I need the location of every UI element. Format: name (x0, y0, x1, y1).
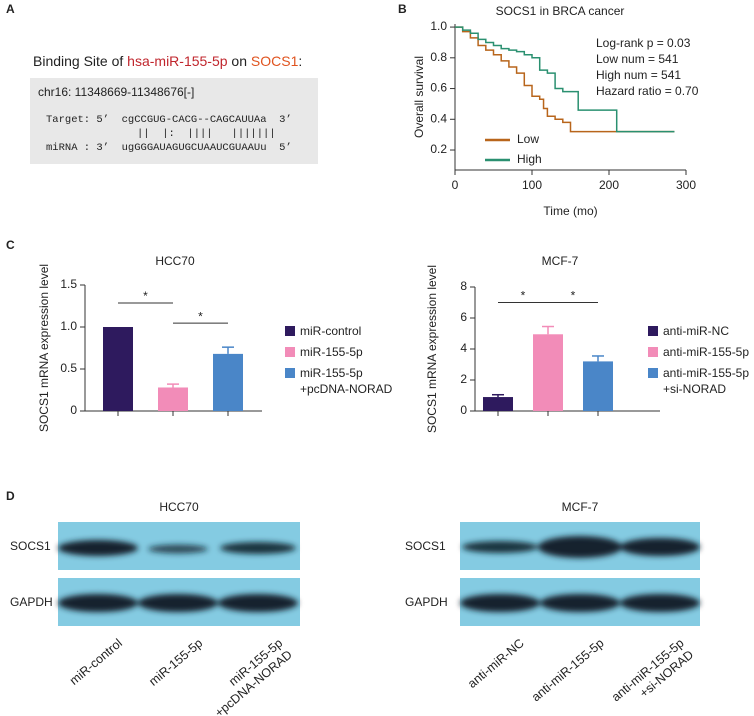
annotation: High num = 541 (596, 68, 681, 82)
legend-swatch (648, 368, 658, 378)
binding-box (30, 78, 318, 164)
binding-title: Binding Site of hsa-miR-155-5p on SOCS1: (33, 53, 302, 69)
y-tick-label: 1.0 (60, 319, 77, 333)
target-seq: Target: 5’ cgCCGUG-CACG--CAGCAUUAa 3’ (46, 114, 292, 126)
y-tick-label: 0 (460, 403, 467, 417)
x-tick-label: 100 (522, 178, 542, 192)
band (460, 594, 540, 612)
x-tick-label: 0 (452, 178, 459, 192)
y-tick-label: 1.0 (430, 19, 447, 33)
legend-swatch (285, 347, 295, 357)
y-tick-label: 8 (460, 279, 467, 293)
x-axis-label: Time (mo) (543, 204, 597, 218)
band (540, 594, 620, 612)
blot-right (460, 522, 700, 626)
pairing: || |: |||| ||||||| (137, 128, 276, 140)
chart-title: SOCS1 in BRCA cancer (496, 4, 625, 18)
y-axis-label: Overall survival (412, 56, 426, 138)
y-tick-label: 0.5 (60, 361, 77, 375)
y-tick-label: 0.6 (430, 81, 447, 95)
legend-label: Low (517, 132, 539, 146)
bar (213, 353, 243, 411)
band (620, 538, 700, 556)
legend-label: miR-control (300, 324, 362, 338)
y-tick-label: 6 (460, 310, 467, 324)
title-part: : (298, 53, 302, 69)
chart-title: MCF-7 (542, 254, 579, 268)
significance-label: * (571, 289, 576, 303)
survival-curve (455, 26, 675, 133)
panel-label: A (6, 2, 15, 16)
panel-label: B (398, 2, 407, 16)
bar (583, 361, 613, 411)
x-tick-label: 300 (676, 178, 696, 192)
blot-title: HCC70 (159, 500, 199, 514)
y-tick-label: 0.4 (430, 111, 447, 125)
locus: chr16: 11348669-11348676[-] (38, 85, 194, 99)
blot-row-label: GAPDH (10, 595, 53, 609)
title-part: SOCS1 (251, 53, 299, 69)
y-tick-label: 2 (460, 372, 467, 386)
band (148, 544, 208, 554)
band (538, 536, 622, 558)
survival-curve (455, 26, 675, 133)
chart-title: HCC70 (155, 254, 195, 268)
blot-row-label: GAPDH (405, 595, 448, 609)
legend-label: miR-155-5p (300, 345, 363, 359)
mirna-seq: miRNA : 3’ ugGGGAUAGUGCUAAUCGUAAUu 5’ (46, 142, 292, 154)
legend-swatch (648, 326, 658, 336)
significance-label: * (521, 289, 526, 303)
y-tick-label: 0.2 (430, 142, 447, 156)
blot-row-label: SOCS1 (10, 539, 51, 553)
band (138, 594, 218, 612)
bar (103, 327, 133, 411)
band (220, 542, 296, 554)
band (620, 594, 700, 612)
blot-row-label: SOCS1 (405, 539, 446, 553)
band (58, 540, 138, 556)
legend-label: anti-miR-155-5p (663, 345, 750, 359)
annotation: Hazard ratio = 0.70 (596, 84, 699, 98)
y-tick-label: 0 (70, 403, 77, 417)
panel-label: D (6, 489, 15, 503)
title-part: hsa-miR-155-5p (127, 53, 228, 69)
y-axis-label: SOCS1 mRNA expression level (37, 264, 51, 432)
title-part: on (228, 53, 251, 69)
significance-label: * (198, 309, 203, 323)
significance-label: * (143, 289, 148, 303)
y-tick-label: 1.5 (60, 277, 77, 291)
legend-swatch (648, 347, 658, 357)
legend-label: anti-miR-NC (663, 324, 729, 338)
panel-label: C (6, 238, 15, 252)
blot-left (58, 522, 300, 626)
y-tick-label: 4 (460, 341, 467, 355)
bar (158, 387, 188, 411)
y-axis-label: SOCS1 mRNA expression level (425, 265, 439, 433)
band (218, 594, 298, 612)
legend-label: High (517, 152, 542, 166)
annotation: Log-rank p = 0.03 (596, 36, 691, 50)
bar (533, 334, 563, 411)
x-tick-label: 200 (599, 178, 619, 192)
title-part: Binding Site of (33, 53, 127, 69)
legend-label: miR-155-5p +pcDNA-NORAD (300, 366, 393, 396)
y-tick-label: 0.8 (430, 50, 447, 64)
legend-swatch (285, 368, 295, 378)
blot-title: MCF-7 (562, 500, 599, 514)
band (462, 541, 538, 553)
bar (483, 397, 513, 411)
legend-swatch (285, 326, 295, 336)
band (58, 594, 138, 612)
annotation: Low num = 541 (596, 52, 679, 66)
legend-label: anti-miR-155-5p +si-NORAD (663, 366, 750, 396)
